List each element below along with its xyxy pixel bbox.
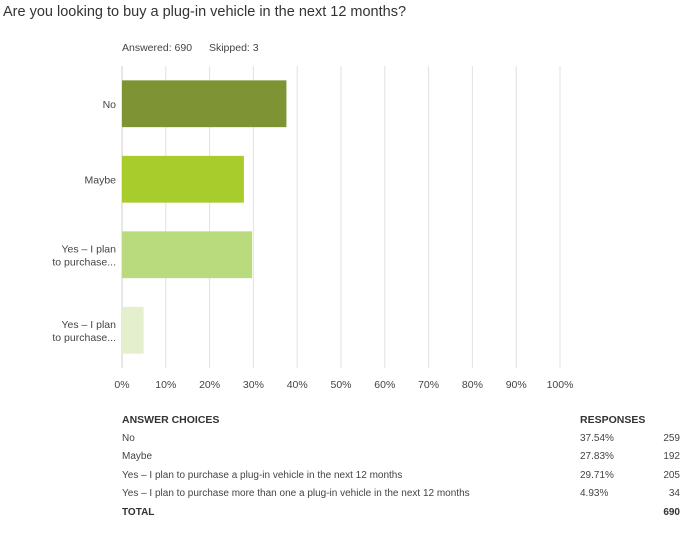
- table-header: ANSWER CHOICES RESPONSES: [122, 411, 680, 430]
- response-percent: 37.54%: [580, 432, 614, 444]
- total-label: TOTAL: [122, 506, 155, 518]
- response-summary: Answered: 690 Skipped: 3: [122, 42, 259, 54]
- answer-choice-label: Yes – I plan to purchase more than one a…: [122, 488, 470, 499]
- responses-table: ANSWER CHOICES RESPONSES No 37.54% 259 M…: [122, 411, 680, 522]
- responses-header: RESPONSES: [580, 414, 646, 426]
- x-tick-label: 30%: [243, 379, 264, 391]
- category-label: to purchase...: [52, 256, 116, 268]
- x-tick-label: 70%: [418, 379, 439, 391]
- bar: [122, 231, 253, 279]
- answer-choice-label: Maybe: [122, 451, 153, 462]
- table-row: Yes – I plan to purchase a plug-in vehic…: [122, 467, 680, 486]
- response-count: 192: [663, 451, 680, 462]
- x-tick-label: 60%: [374, 379, 395, 391]
- answer-choices-header: ANSWER CHOICES: [122, 414, 220, 426]
- category-label: No: [103, 99, 117, 111]
- x-tick-label: 20%: [199, 379, 220, 391]
- response-percent: 29.71%: [580, 469, 614, 481]
- table-total-row: TOTAL 690: [122, 504, 680, 523]
- bar: [122, 80, 287, 128]
- category-label: Yes – I plan: [62, 319, 117, 331]
- answer-choice-label: No: [122, 432, 135, 444]
- table-row: Maybe 27.83% 192: [122, 448, 680, 467]
- category-label: Yes – I plan: [62, 243, 117, 255]
- category-label: to purchase...: [52, 332, 116, 344]
- answer-choice-label: Yes – I plan to purchase a plug-in vehic…: [122, 469, 403, 481]
- x-tick-label: 80%: [462, 379, 483, 391]
- bar: [122, 155, 244, 203]
- question-title: Are you looking to buy a plug-in vehicle…: [3, 4, 407, 20]
- x-tick-label: 100%: [547, 379, 574, 391]
- response-percent: 27.83%: [580, 451, 614, 462]
- category-label: Maybe: [84, 174, 116, 186]
- response-count: 34: [668, 488, 680, 499]
- bar: [122, 306, 144, 354]
- x-tick-label: 40%: [287, 379, 308, 391]
- response-count: 205: [663, 469, 680, 481]
- x-tick-label: 50%: [330, 379, 351, 391]
- skipped-count: Skipped: 3: [208, 42, 259, 54]
- x-tick-label: 90%: [506, 379, 527, 391]
- table-row: No 37.54% 259: [122, 430, 680, 449]
- response-count: 259: [663, 432, 680, 444]
- table-row: Yes – I plan to purchase more than one a…: [122, 485, 680, 504]
- response-percent: 4.93%: [580, 488, 609, 499]
- bar-chart: 0% 10% 20% 30% 40% 50% 60% 70% 80% 90% 100% No Maybe…: [52, 66, 574, 391]
- x-tick-label: 0%: [114, 379, 129, 391]
- total-count: 690: [663, 506, 680, 518]
- answered-count: Answered: 690: [122, 42, 193, 54]
- x-tick-label: 10%: [155, 379, 176, 391]
